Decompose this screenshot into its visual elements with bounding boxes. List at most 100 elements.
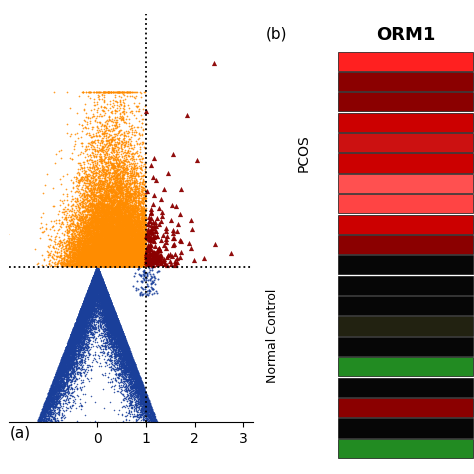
Point [111, 241, 119, 249]
Point [53, 397, 61, 404]
Point [129, 365, 137, 372]
Point [120, 249, 128, 257]
Point [99, 148, 107, 156]
Point [88, 296, 96, 303]
Point [114, 323, 121, 330]
Point [121, 336, 128, 343]
Point [128, 260, 136, 267]
Point [67, 389, 74, 397]
Point [118, 333, 125, 340]
Point [116, 328, 123, 335]
Point [106, 297, 114, 305]
Point [35, 428, 42, 435]
Point [85, 260, 93, 268]
Point [86, 250, 93, 257]
Point [98, 146, 105, 154]
Point [91, 290, 99, 298]
Point [149, 428, 157, 435]
Point [140, 216, 147, 223]
Point [137, 238, 144, 246]
Point [61, 351, 69, 358]
Point [27, 428, 35, 435]
Point [110, 232, 118, 240]
Point [102, 260, 109, 268]
Point [86, 298, 94, 305]
Point [152, 258, 160, 265]
Point [90, 273, 98, 281]
Point [89, 262, 97, 269]
Point [104, 300, 111, 307]
Point [88, 280, 95, 287]
Point [93, 265, 101, 273]
Point [67, 367, 74, 374]
Point [83, 303, 91, 311]
Point [115, 234, 122, 241]
Point [99, 281, 107, 289]
Point [102, 292, 109, 300]
Point [131, 250, 139, 258]
Point [71, 325, 78, 333]
Point [90, 273, 97, 281]
Point [25, 428, 33, 435]
Point [84, 362, 91, 369]
Point [88, 284, 95, 292]
Point [45, 401, 53, 408]
Point [128, 218, 135, 226]
Point [111, 310, 118, 318]
Point [85, 285, 93, 292]
Point [119, 330, 127, 338]
Point [85, 289, 93, 296]
Point [118, 328, 125, 335]
Point [123, 187, 131, 194]
Point [101, 226, 109, 234]
Point [138, 227, 146, 234]
Point [51, 390, 58, 398]
Point [106, 195, 114, 203]
Point [50, 394, 57, 401]
Point [56, 395, 64, 402]
Point [106, 309, 114, 317]
Point [34, 428, 41, 435]
Point [113, 317, 121, 325]
Point [101, 240, 109, 248]
Point [97, 296, 104, 303]
Point [116, 345, 124, 352]
Point [135, 252, 143, 260]
Point [111, 331, 119, 338]
Point [118, 340, 125, 348]
Point [118, 260, 126, 268]
Point [106, 326, 114, 334]
Point [105, 242, 113, 249]
Point [101, 342, 109, 350]
Point [73, 342, 81, 349]
Point [110, 349, 118, 357]
Point [137, 262, 145, 269]
Point [127, 253, 135, 261]
Point [104, 348, 111, 356]
Point [77, 321, 84, 329]
Point [98, 278, 106, 285]
Point [93, 220, 100, 228]
Point [141, 250, 149, 257]
Point [60, 353, 67, 360]
Point [102, 123, 110, 131]
Point [126, 249, 134, 257]
Point [108, 301, 115, 309]
Point [54, 367, 62, 374]
Point [78, 304, 85, 311]
Point [72, 332, 79, 340]
Point [139, 386, 146, 393]
Point [70, 252, 77, 260]
Point [117, 226, 125, 233]
Point [118, 347, 125, 355]
Point [82, 310, 89, 318]
Point [106, 312, 113, 319]
Point [69, 337, 77, 345]
Point [94, 183, 101, 191]
Point [76, 243, 83, 251]
Point [92, 250, 100, 258]
Point [123, 246, 131, 254]
Point [125, 364, 133, 371]
Point [107, 323, 115, 331]
Point [153, 416, 160, 424]
